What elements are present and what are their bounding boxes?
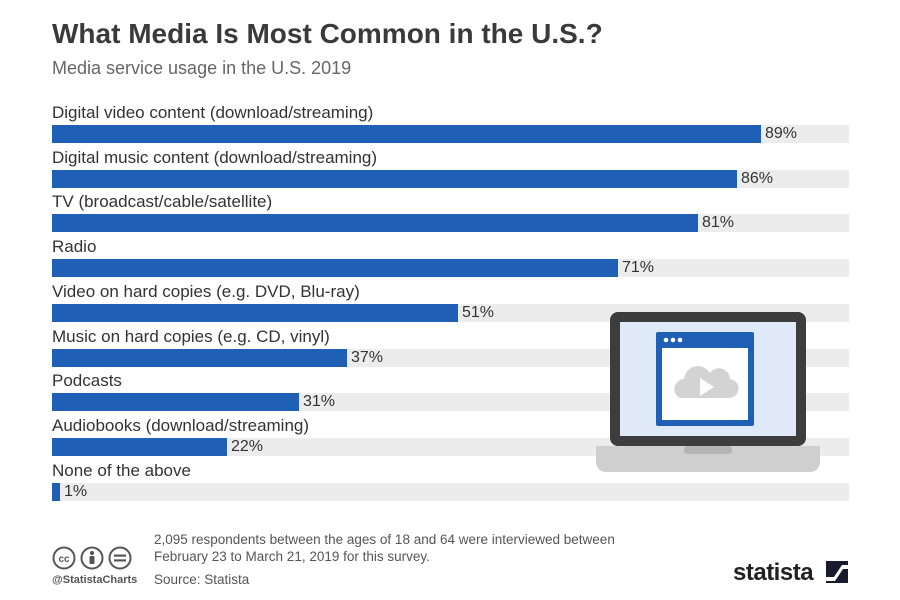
statista-handle: @StatistaCharts [52, 574, 138, 586]
bar-track: 86% [52, 169, 849, 188]
bar-value-label: 22% [231, 437, 264, 455]
no-derivatives-icon [108, 546, 132, 570]
chart-subtitle: Media service usage in the U.S. 2019 [52, 58, 352, 78]
category-label: Radio [52, 237, 97, 257]
statista-logo-icon[interactable] [826, 561, 848, 583]
laptop-cloud-video-icon [596, 312, 820, 472]
bar[interactable] [52, 214, 698, 233]
bar-row: Digital music content (download/streamin… [52, 148, 849, 188]
category-label: TV (broadcast/cable/satellite) [52, 192, 273, 212]
bar[interactable] [52, 437, 227, 456]
bar[interactable] [52, 303, 458, 322]
category-label: None of the above [52, 460, 191, 480]
bar[interactable] [52, 393, 299, 412]
bar-value-label: 81% [702, 214, 735, 232]
bar-value-label: 86% [741, 169, 774, 187]
bar-row: TV (broadcast/cable/satellite) 81% [52, 192, 849, 233]
category-label: Video on hard copies (e.g. DVD, Blu-ray) [52, 281, 360, 301]
bar-row: Digital video content (download/streamin… [52, 103, 849, 143]
license-icons: cc [52, 546, 132, 570]
cc-icon: cc [52, 546, 76, 570]
svg-text:cc: cc [58, 554, 70, 565]
attribution-icon [80, 546, 104, 570]
survey-note: 2,095 respondents between the ages of 18… [154, 532, 615, 564]
bar-value-label: 89% [765, 125, 798, 142]
bar-value-label: 51% [462, 303, 495, 321]
category-label: Audiobooks (download/streaming) [52, 415, 310, 435]
bar[interactable] [52, 125, 761, 143]
source-note[interactable]: Source: Statista [154, 572, 250, 587]
statista-logo-text[interactable]: statista [733, 559, 814, 586]
category-label: Podcasts [52, 371, 122, 391]
bar-track: 71% [52, 259, 849, 278]
category-label: Music on hard copies (e.g. CD, vinyl) [52, 326, 330, 346]
bar[interactable] [52, 169, 737, 188]
bar-track: 81% [52, 214, 849, 233]
category-label: Digital video content (download/streamin… [52, 103, 374, 122]
bar-value-label: 31% [303, 393, 336, 411]
bar[interactable] [52, 259, 618, 278]
bar-track: 89% [52, 125, 849, 143]
bar[interactable] [52, 348, 347, 367]
bar-track: 1% [52, 482, 849, 501]
bar-value-label: 71% [622, 259, 655, 277]
bar-row: None of the above 1% [52, 461, 849, 501]
chart-title: What Media Is Most Common in the U.S.? [52, 18, 603, 49]
bar-row: Radio 71% [52, 237, 849, 278]
bar[interactable] [52, 482, 60, 501]
category-label: Digital music content (download/streamin… [52, 147, 378, 167]
bar-value-label: 1% [64, 482, 88, 500]
bar-value-label: 37% [351, 348, 384, 366]
